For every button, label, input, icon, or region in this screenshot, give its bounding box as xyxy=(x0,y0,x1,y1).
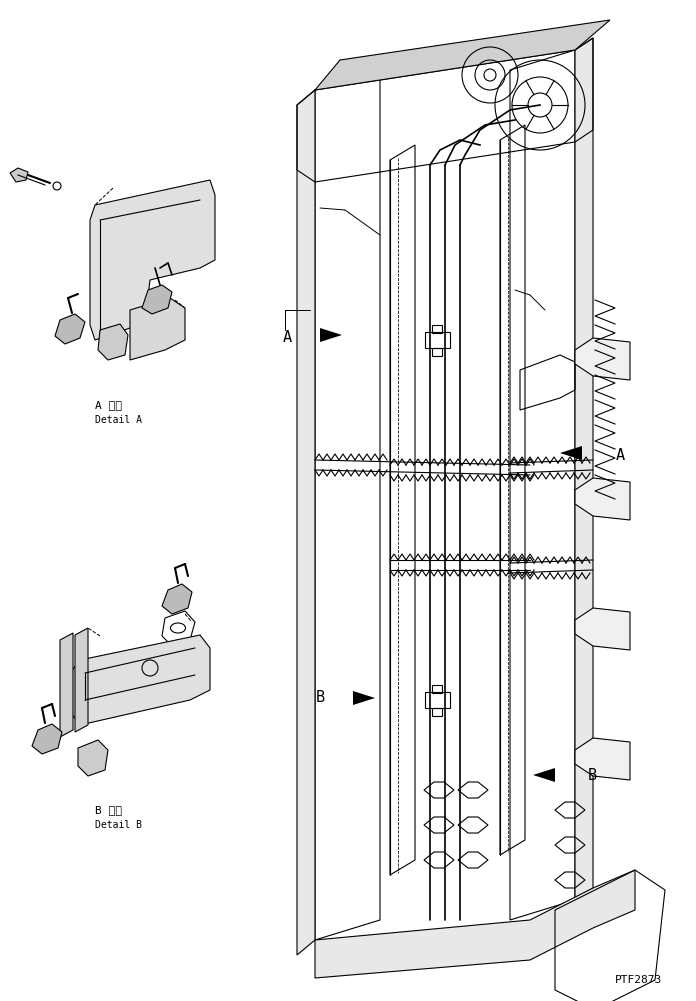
Polygon shape xyxy=(315,20,610,90)
Polygon shape xyxy=(10,168,28,182)
Text: A 詳細: A 詳細 xyxy=(95,400,122,410)
Polygon shape xyxy=(315,870,635,978)
Polygon shape xyxy=(575,38,593,900)
Bar xyxy=(432,685,442,693)
Polygon shape xyxy=(90,180,215,340)
Text: A: A xyxy=(283,330,292,345)
Polygon shape xyxy=(32,724,62,754)
Text: PTF2873: PTF2873 xyxy=(615,975,663,985)
Bar xyxy=(432,325,442,333)
Text: B 詳細: B 詳細 xyxy=(95,805,122,815)
Polygon shape xyxy=(575,738,630,780)
Polygon shape xyxy=(533,768,555,782)
Polygon shape xyxy=(162,584,192,614)
Bar xyxy=(432,708,442,716)
Polygon shape xyxy=(320,328,342,342)
Polygon shape xyxy=(98,324,128,360)
Polygon shape xyxy=(75,628,88,732)
Text: Detail B: Detail B xyxy=(95,820,142,830)
Text: B: B xyxy=(587,768,596,783)
Polygon shape xyxy=(575,608,630,650)
Polygon shape xyxy=(70,635,210,725)
Polygon shape xyxy=(60,633,73,737)
Text: Detail A: Detail A xyxy=(95,415,142,425)
Bar xyxy=(425,692,450,708)
Polygon shape xyxy=(78,740,108,776)
Polygon shape xyxy=(353,691,375,705)
Polygon shape xyxy=(575,478,630,520)
Polygon shape xyxy=(560,446,582,460)
Polygon shape xyxy=(142,285,172,314)
Text: A: A xyxy=(615,447,624,462)
Polygon shape xyxy=(55,314,85,344)
Bar xyxy=(425,332,450,348)
Text: B: B xyxy=(315,691,324,706)
Polygon shape xyxy=(297,90,315,955)
Polygon shape xyxy=(575,338,630,380)
Polygon shape xyxy=(130,298,185,360)
Bar xyxy=(432,348,442,356)
